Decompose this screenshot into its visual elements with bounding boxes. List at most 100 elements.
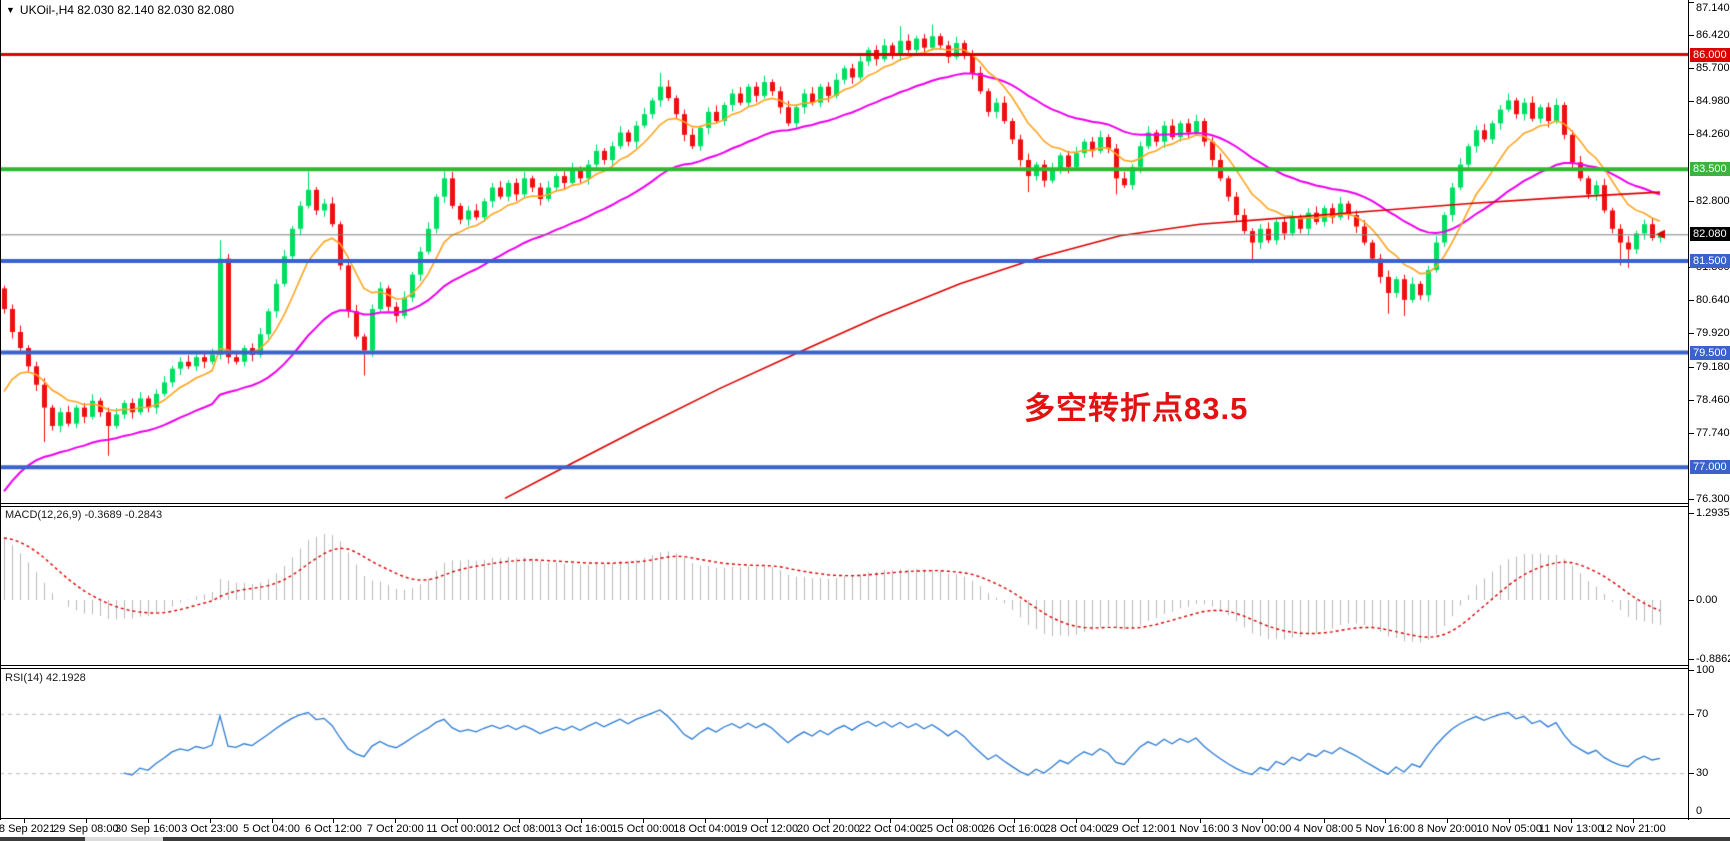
time-tick-mark xyxy=(1014,818,1016,823)
price-tick-label: 87.140 xyxy=(1696,2,1730,14)
price-badge: 83.500 xyxy=(1690,162,1730,177)
rsi-tick-mark xyxy=(1689,669,1694,671)
time-tick-mark xyxy=(1571,818,1573,823)
time-axis-label: 8 Nov 20:00 xyxy=(1417,823,1478,835)
chart-annotation-text: 多空转折点83.5 xyxy=(1024,391,1249,426)
time-axis-label: 3 Nov 00:00 xyxy=(1232,823,1292,835)
time-tick-mark xyxy=(1509,818,1511,823)
price-tick-label: 80.640 xyxy=(1696,294,1730,307)
rsi-axis[interactable]: 100 70 30 0 xyxy=(1689,0,1730,820)
scrollbar-segment[interactable] xyxy=(85,837,163,841)
main-price-chart[interactable] xyxy=(0,0,1688,503)
time-axis-label: 19 Oct 12:00 xyxy=(735,823,799,835)
price-axis[interactable]: 87.14086.42085.70084.98084.26082.80081.3… xyxy=(1689,0,1730,820)
time-tick-mark xyxy=(766,818,768,823)
time-tick-mark xyxy=(1199,818,1201,823)
price-tick-mark xyxy=(1689,400,1694,402)
price-badge: 86.000 xyxy=(1690,47,1730,62)
price-tick-mark xyxy=(1689,499,1694,501)
time-tick-mark xyxy=(1137,818,1139,823)
time-axis-label: 3 Oct 23:00 xyxy=(181,823,239,835)
time-axis-label: 5 Nov 16:00 xyxy=(1355,823,1416,835)
macd-indicator-chart[interactable] xyxy=(0,507,1688,665)
panel-separator[interactable] xyxy=(0,506,1689,507)
time-tick-mark xyxy=(519,818,521,823)
time-axis-label: 12 Oct 08:00 xyxy=(487,823,551,835)
scrollbar-segment[interactable] xyxy=(0,837,85,841)
time-axis-label: 30 Sep 16:00 xyxy=(115,823,181,835)
price-tick-mark xyxy=(1689,2,1694,4)
rsi-tick-mark xyxy=(1689,773,1694,775)
symbol-title: ▼ UKOil-,H4 82.030 82.140 82.030 82.080 xyxy=(6,3,234,17)
time-tick-mark xyxy=(209,818,211,823)
time-axis-label: 18 Oct 04:00 xyxy=(673,823,737,835)
time-axis-label: 11 Oct 00:00 xyxy=(426,823,489,835)
time-tick-mark xyxy=(147,818,149,823)
time-axis-label: 11 Nov 13:00 xyxy=(1538,823,1604,835)
scrollbar-segment[interactable] xyxy=(163,837,1730,841)
time-axis-label: 26 Oct 16:00 xyxy=(982,823,1046,835)
price-tick-mark xyxy=(1689,367,1694,369)
time-axis-label: 15 Oct 00:00 xyxy=(611,823,675,835)
price-tick-label: 85.700 xyxy=(1696,62,1730,75)
rsi-tick-label: 0 xyxy=(1696,805,1703,817)
time-tick-mark xyxy=(333,818,335,823)
rsi-label: RSI(14) 42.1928 xyxy=(5,672,86,684)
time-axis-border xyxy=(0,818,1730,819)
macd-tick-label: 1.2935 xyxy=(1696,507,1730,520)
macd-tick-mark xyxy=(1689,659,1694,661)
rsi-tick-label: 100 xyxy=(1696,663,1715,676)
price-tick-mark xyxy=(1689,433,1694,435)
time-tick-mark xyxy=(1323,818,1325,823)
price-tick-mark xyxy=(1689,35,1694,37)
price-tick-label: 79.920 xyxy=(1696,327,1730,340)
panel-separator[interactable] xyxy=(0,668,1689,669)
time-axis-label: 7 Oct 20:00 xyxy=(366,823,424,835)
rsi-indicator-chart[interactable] xyxy=(0,669,1688,818)
price-badge: 82.080 xyxy=(1690,227,1730,242)
panel-separator[interactable] xyxy=(0,503,1689,504)
price-tick-label: 77.740 xyxy=(1696,427,1730,440)
time-tick-mark xyxy=(457,818,459,823)
time-axis-label: 10 Nov 05:00 xyxy=(1476,823,1542,835)
rsi-tick-mark xyxy=(1689,713,1694,715)
time-axis-label: 28 Sep 2021 xyxy=(0,823,56,835)
horizontal-scrollbar[interactable] xyxy=(0,837,1730,841)
macd-label: MACD(12,26,9) -0.3689 -0.2843 xyxy=(5,509,163,521)
price-tick-mark xyxy=(1689,300,1694,302)
chevron-down-icon[interactable]: ▼ xyxy=(6,5,15,15)
time-axis-label: 28 Oct 04:00 xyxy=(1044,823,1108,835)
time-axis-label: 13 Oct 16:00 xyxy=(549,823,613,835)
axis-border-line xyxy=(1688,0,1689,820)
time-axis-label: 1 Nov 16:00 xyxy=(1170,823,1230,835)
time-axis-label: 29 Oct 12:00 xyxy=(1106,823,1170,835)
symbol-ohlc-text: UKOil-,H4 82.030 82.140 82.030 82.080 xyxy=(19,3,235,17)
time-tick-mark xyxy=(1447,818,1449,823)
time-tick-mark xyxy=(24,818,25,823)
time-axis-label: 12 Nov 21:00 xyxy=(1600,823,1666,835)
time-tick-mark xyxy=(580,818,582,823)
time-tick-mark xyxy=(1076,818,1078,823)
time-axis-label: 5 Oct 04:00 xyxy=(243,823,300,835)
price-tick-mark xyxy=(1689,333,1694,335)
time-tick-mark xyxy=(395,818,397,823)
panel-separator[interactable] xyxy=(0,665,1689,666)
time-tick-mark xyxy=(1385,818,1387,823)
price-tick-mark xyxy=(1689,201,1694,203)
price-tick-label: 76.300 xyxy=(1696,493,1730,506)
macd-axis[interactable]: 1.2935 0.00 -0.8862 xyxy=(1689,0,1730,820)
price-tick-mark xyxy=(1689,68,1694,70)
time-axis-label: 25 Oct 08:00 xyxy=(920,823,984,835)
rsi-tick-label: 30 xyxy=(1696,767,1709,780)
time-axis-label: 6 Oct 12:00 xyxy=(304,823,362,835)
time-tick-mark xyxy=(952,818,954,823)
price-tick-label: 79.180 xyxy=(1696,361,1730,374)
price-tick-label: 84.260 xyxy=(1696,128,1730,141)
time-tick-mark xyxy=(85,818,87,823)
price-badge: 81.500 xyxy=(1690,253,1730,268)
price-tick-label: 78.460 xyxy=(1696,394,1730,407)
price-badge: 79.500 xyxy=(1690,345,1730,360)
time-tick-mark xyxy=(1633,818,1634,823)
